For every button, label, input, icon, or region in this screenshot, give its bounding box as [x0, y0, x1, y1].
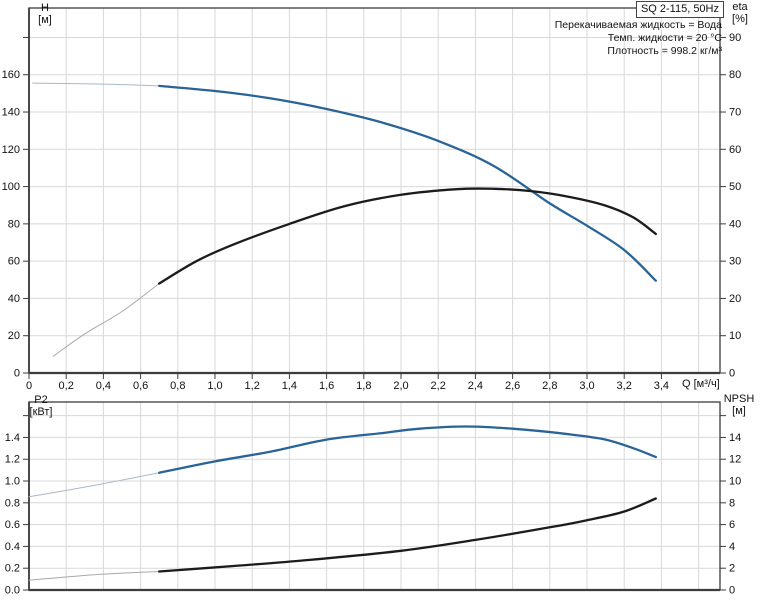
svg-text:0: 0	[14, 368, 20, 380]
svg-text:160: 160	[2, 69, 20, 81]
svg-text:40: 40	[729, 218, 741, 230]
svg-text:70: 70	[729, 107, 741, 119]
svg-text:30: 30	[729, 256, 741, 268]
h-axis-name: H	[41, 2, 49, 14]
eta-curve-thin	[52, 283, 160, 357]
p2-curve-thin	[28, 472, 160, 498]
svg-text:6: 6	[729, 519, 735, 531]
svg-text:40: 40	[8, 293, 20, 305]
svg-text:20: 20	[729, 293, 741, 305]
svg-text:10: 10	[729, 476, 741, 488]
bottom-chart: 0.0 0.2 0.4 0.6 0.8 1.0 1.2 1.4 0 2 4 6 8 10 12 14	[5, 401, 742, 597]
svg-text:60: 60	[729, 144, 741, 156]
svg-text:0,6: 0,6	[133, 380, 148, 392]
h-axis-title: H [м]	[32, 2, 58, 26]
eta-axis-name: eta	[732, 1, 748, 13]
svg-text:2,2: 2,2	[431, 380, 446, 392]
gridlines	[29, 402, 720, 590]
npsh-curve-thin	[28, 571, 160, 581]
svg-text:60: 60	[8, 256, 20, 268]
svg-text:2: 2	[729, 563, 735, 575]
svg-text:14: 14	[729, 432, 741, 444]
q-axis-title: Q [м³/ч]	[682, 378, 720, 390]
npsh-axis-name: NPSH	[723, 393, 755, 405]
p2-curve	[158, 425, 657, 474]
eta-axis-title: eta [%]	[726, 1, 754, 25]
svg-text:1,6: 1,6	[319, 380, 334, 392]
svg-text:1.2: 1.2	[5, 454, 20, 466]
top-chart: 0 20 40 60 80 100 120 140 160 0 10 20 30 40 50 60 70 80 90…	[2, 7, 742, 392]
fluid-info: Перекачиваемая жидкость = Вода Темп. жид…	[555, 19, 722, 58]
svg-text:1,8: 1,8	[356, 380, 371, 392]
fluid-info-line: Темп. жидкости = 20 °C	[607, 32, 722, 44]
svg-text:2,8: 2,8	[542, 380, 557, 392]
svg-text:80: 80	[8, 218, 20, 230]
pump-model-badge: SQ 2-115, 50Hz	[635, 1, 724, 18]
svg-text:0,2: 0,2	[59, 380, 74, 392]
svg-text:140: 140	[2, 107, 20, 119]
svg-text:3,4: 3,4	[654, 380, 669, 392]
fluid-info-line: Плотность = 998.2 кг/м³	[607, 45, 722, 57]
svg-text:3,2: 3,2	[617, 380, 632, 392]
svg-text:1,0: 1,0	[207, 380, 222, 392]
svg-text:2,4: 2,4	[468, 380, 483, 392]
svg-text:1.4: 1.4	[5, 432, 20, 444]
npsh-axis-unit: [м]	[732, 405, 746, 417]
h-axis-unit: [м]	[38, 14, 52, 26]
svg-text:0,8: 0,8	[170, 380, 185, 392]
svg-text:0.4: 0.4	[5, 541, 20, 553]
svg-text:80: 80	[729, 69, 741, 81]
tick-marks	[23, 415, 726, 591]
eta-curve	[158, 187, 657, 285]
svg-text:0.0: 0.0	[5, 585, 20, 597]
tick-labels: 0 20 40 60 80 100 120 140 160 0 10 20 30 40 50 60 70 80 90…	[2, 32, 742, 392]
svg-text:1,2: 1,2	[245, 380, 260, 392]
p2-axis-unit: [кВт]	[29, 406, 53, 418]
svg-text:2,0: 2,0	[393, 380, 408, 392]
svg-text:120: 120	[2, 144, 20, 156]
svg-text:0: 0	[729, 368, 735, 380]
h-curve-thin	[32, 82, 160, 87]
svg-text:10: 10	[729, 330, 741, 342]
svg-text:0.6: 0.6	[5, 519, 20, 531]
tick-labels: 0.0 0.2 0.4 0.6 0.8 1.0 1.2 1.4 0 2 4 6 8 10 12 14	[5, 432, 742, 597]
svg-text:0: 0	[729, 585, 735, 597]
fluid-info-line: Перекачиваемая жидкость = Вода	[554, 19, 722, 31]
svg-text:8: 8	[729, 497, 735, 509]
eta-axis-unit: [%]	[732, 13, 748, 25]
npsh-curve	[158, 497, 657, 573]
npsh-axis-title: NPSH [м]	[718, 393, 760, 417]
tick-marks	[23, 36, 726, 379]
svg-text:1,4: 1,4	[282, 380, 297, 392]
plot-frame	[28, 7, 721, 374]
svg-text:20: 20	[8, 330, 20, 342]
svg-text:50: 50	[729, 181, 741, 193]
svg-text:0.2: 0.2	[5, 563, 20, 575]
svg-text:0.8: 0.8	[5, 497, 20, 509]
gridlines	[29, 8, 720, 373]
svg-text:1.0: 1.0	[5, 476, 20, 488]
svg-text:4: 4	[729, 541, 735, 553]
p2-axis-title: P2 [кВт]	[24, 394, 58, 418]
svg-text:12: 12	[729, 454, 741, 466]
h-curve	[158, 84, 657, 282]
svg-text:100: 100	[2, 181, 20, 193]
svg-text:2,6: 2,6	[505, 380, 520, 392]
svg-text:0: 0	[26, 380, 32, 392]
plot-frame	[28, 401, 721, 591]
p2-axis-name: P2	[34, 394, 48, 406]
svg-text:90: 90	[729, 32, 741, 44]
svg-text:3,0: 3,0	[579, 380, 594, 392]
svg-text:0,4: 0,4	[96, 380, 111, 392]
